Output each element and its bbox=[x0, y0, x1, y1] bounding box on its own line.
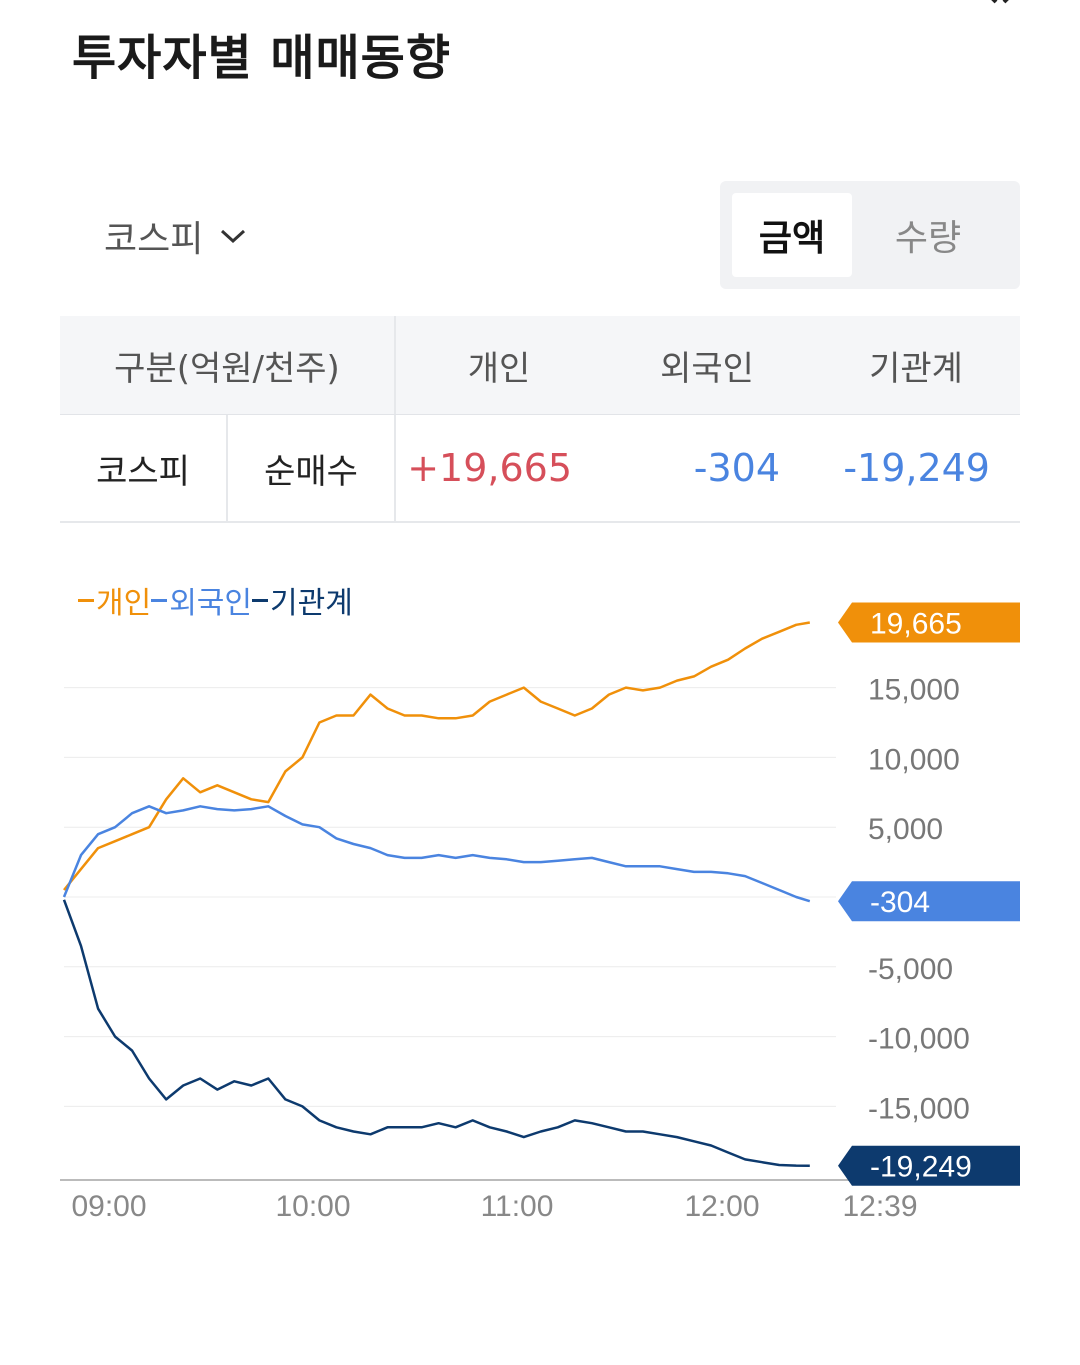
svg-text:-19,249: -19,249 bbox=[870, 1151, 972, 1184]
amount-toggle-button[interactable]: 금액 bbox=[732, 193, 852, 277]
header-individual: 개인 bbox=[467, 348, 531, 389]
investor-summary-table: 구분(억원/천주) 개인 외국인 기관계 코스피 순매수 +19,665 -30… bbox=[60, 316, 1020, 523]
row-market: 코스피 bbox=[96, 451, 190, 492]
y-tick-label: -15,000 bbox=[868, 1092, 970, 1125]
y-tick-label: 5,000 bbox=[868, 813, 943, 846]
x-tick-label: 12:39 bbox=[842, 1190, 917, 1223]
y-tick-label: -5,000 bbox=[868, 953, 953, 986]
end-label-individual: 19,665 bbox=[838, 602, 1020, 643]
series-line-individual bbox=[63, 621, 811, 891]
market-dropdown[interactable]: 코스피 bbox=[104, 210, 247, 262]
y-tick-label: 10,000 bbox=[868, 743, 960, 776]
x-tick-label: 10:00 bbox=[275, 1190, 350, 1223]
header-institution: 기관계 bbox=[869, 348, 963, 389]
table-header-row: 구분(억원/천주) 개인 외국인 기관계 bbox=[60, 316, 1020, 415]
value-foreign: -304 bbox=[693, 446, 780, 490]
row-type: 순매수 bbox=[264, 451, 358, 492]
table-row: 코스피 순매수 +19,665 -304 -19,249 bbox=[60, 415, 1020, 523]
header-foreign: 외국인 bbox=[660, 348, 754, 389]
header-category: 구분(억원/천주) bbox=[114, 348, 340, 389]
legend-item-foreign: 외국인 bbox=[151, 578, 252, 622]
y-tick-label: 15,000 bbox=[868, 674, 960, 707]
market-label: 코스피 bbox=[104, 219, 204, 260]
end-label-foreign: -304 bbox=[838, 881, 1020, 922]
x-tick-label: 12:00 bbox=[684, 1190, 759, 1223]
x-tick-label: 11:00 bbox=[481, 1190, 554, 1223]
quantity-toggle-button[interactable]: 수량 bbox=[894, 218, 962, 259]
y-tick-label: -10,000 bbox=[868, 1023, 970, 1056]
svg-text:19,665: 19,665 bbox=[870, 607, 962, 640]
end-label-institution: -19,249 bbox=[838, 1145, 1020, 1186]
legend-item-institution: 기관계 bbox=[252, 578, 353, 622]
close-icon[interactable] bbox=[972, 0, 1028, 26]
series-line-institution bbox=[62, 899, 810, 1167]
page-title: 투자자별 매매동향 bbox=[72, 30, 451, 86]
chart-legend: 개인 외국인 기관계 bbox=[78, 578, 353, 622]
chevron-down-icon bbox=[221, 229, 246, 244]
svg-text:-304: -304 bbox=[870, 886, 930, 919]
value-individual: +19,665 bbox=[407, 446, 572, 490]
series-line-foreign bbox=[62, 805, 811, 903]
x-tick-label: 09:00 bbox=[71, 1190, 146, 1223]
value-institution: -19,249 bbox=[843, 446, 990, 490]
legend-item-individual: 개인 bbox=[78, 578, 151, 622]
unit-toggle: 금액 수량 bbox=[720, 181, 1020, 289]
